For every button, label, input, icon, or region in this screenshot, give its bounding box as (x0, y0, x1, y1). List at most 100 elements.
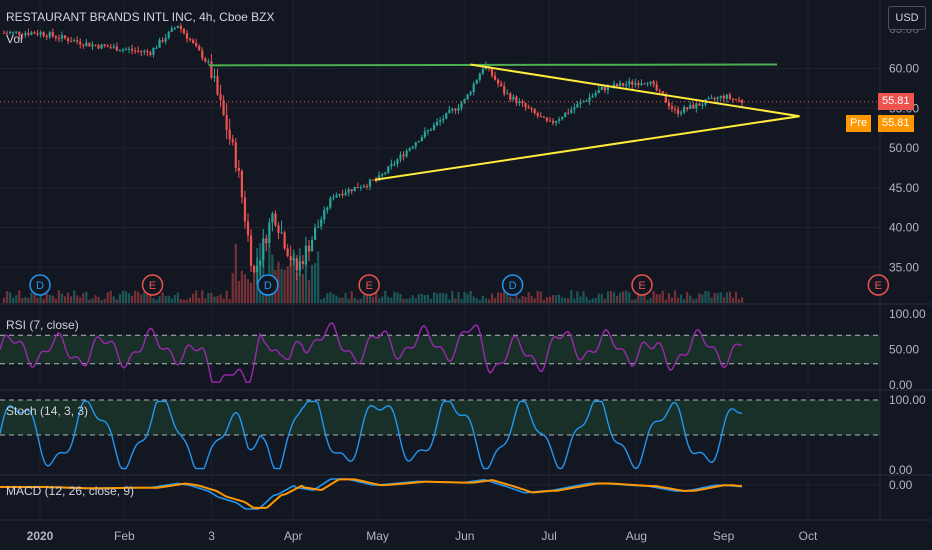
candle-body (2, 32, 6, 34)
candle-body (728, 94, 731, 99)
volume-bar (94, 295, 97, 303)
candle-body (234, 142, 237, 168)
candle-body (54, 36, 57, 38)
candle-body (289, 256, 292, 261)
volume-bar (573, 298, 576, 303)
candle-body (243, 197, 247, 222)
candle-body (82, 44, 85, 46)
volume-bar (536, 290, 539, 303)
volume-bar (570, 290, 573, 303)
candle-body (680, 112, 683, 114)
candle-body (673, 108, 677, 110)
volume-bar (442, 292, 445, 303)
volume-bar (585, 296, 588, 303)
candle-body (45, 35, 48, 38)
volume-bar (542, 299, 545, 303)
candle-body (558, 119, 561, 121)
volume-bar (39, 293, 42, 303)
rsi-tick-label: 0.00 (889, 378, 913, 392)
volume-bar (97, 297, 100, 303)
volume-bar (582, 291, 585, 303)
volume-bar (558, 294, 561, 303)
event-marker-label: D (36, 280, 44, 292)
volume-bar (512, 298, 515, 303)
candle-body (21, 34, 24, 36)
volume-bar (667, 293, 670, 303)
event-marker-label: E (149, 280, 156, 292)
candle-body (713, 97, 716, 100)
volume-bar (521, 295, 524, 303)
volume-bar (683, 299, 686, 303)
candle-body (192, 40, 195, 43)
candle-body (158, 40, 161, 48)
candle-body (79, 41, 82, 45)
pre-market-label: Pre (846, 115, 872, 132)
candle-body (606, 85, 609, 91)
volume-bar (719, 292, 722, 303)
candle-body (509, 93, 512, 100)
trendline-yellow-2 (374, 115, 800, 181)
candle-body (579, 102, 582, 104)
candle-body (631, 81, 634, 85)
volume-bar (115, 299, 118, 303)
candle-body (329, 198, 332, 208)
candle-body (24, 33, 27, 36)
volume-bar (344, 292, 347, 303)
volume-bar (408, 298, 411, 303)
volume-bar (436, 293, 439, 303)
volume-bar (277, 261, 280, 303)
candle-body (259, 260, 262, 266)
volume-bar (676, 297, 680, 303)
volume-bar (615, 295, 619, 303)
candle-body (725, 94, 728, 99)
volume-bar (112, 296, 115, 303)
candle-body (292, 258, 295, 261)
volume-bar (161, 292, 164, 303)
volume-bar (524, 297, 527, 303)
candle-body (622, 82, 625, 86)
candle-body (381, 174, 384, 176)
volume-bar (131, 295, 134, 303)
volume-bar (210, 292, 213, 303)
volume-bar (234, 243, 237, 303)
candle-body (66, 38, 70, 42)
volume-bar (182, 299, 186, 303)
candle-body (426, 130, 430, 132)
volume-bar (631, 299, 634, 303)
currency-button[interactable]: USD (888, 6, 926, 30)
candle-body (39, 32, 42, 35)
volume-bar (103, 298, 106, 303)
volume-bar (411, 295, 414, 303)
candle-body (338, 193, 341, 196)
volume-bar (134, 290, 137, 303)
candle-body (518, 101, 521, 104)
volume-bar (253, 270, 256, 303)
volume-bar (698, 293, 701, 303)
x-tick-label: Jul (542, 529, 557, 543)
candle-body (689, 104, 692, 109)
candle-body (124, 49, 128, 51)
candle-body (314, 227, 317, 240)
event-marker-earnings (358, 274, 380, 296)
candle-body (698, 103, 701, 106)
event-marker-label: E (365, 280, 372, 292)
candle-body (475, 79, 478, 84)
candle-body (323, 210, 326, 220)
candle-body (176, 25, 179, 28)
candle-body (347, 189, 350, 193)
stoch-tick-label: 100.00 (889, 393, 926, 407)
candle-body (30, 32, 33, 35)
volume-bar (256, 248, 259, 303)
candle-body (643, 83, 646, 85)
candle-body (670, 106, 674, 109)
candle-body (268, 222, 271, 244)
x-tick-label: Apr (284, 529, 303, 543)
macd-title: MACD (12, 26, close, 9) (6, 484, 135, 498)
candle-body (237, 167, 240, 172)
volume-bar (460, 299, 463, 303)
volume-bar (448, 299, 451, 303)
candle-body (561, 117, 564, 120)
candle-body (448, 110, 451, 113)
candle-body (201, 50, 204, 59)
